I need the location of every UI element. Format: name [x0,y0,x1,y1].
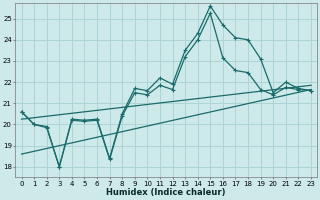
X-axis label: Humidex (Indice chaleur): Humidex (Indice chaleur) [107,188,226,197]
